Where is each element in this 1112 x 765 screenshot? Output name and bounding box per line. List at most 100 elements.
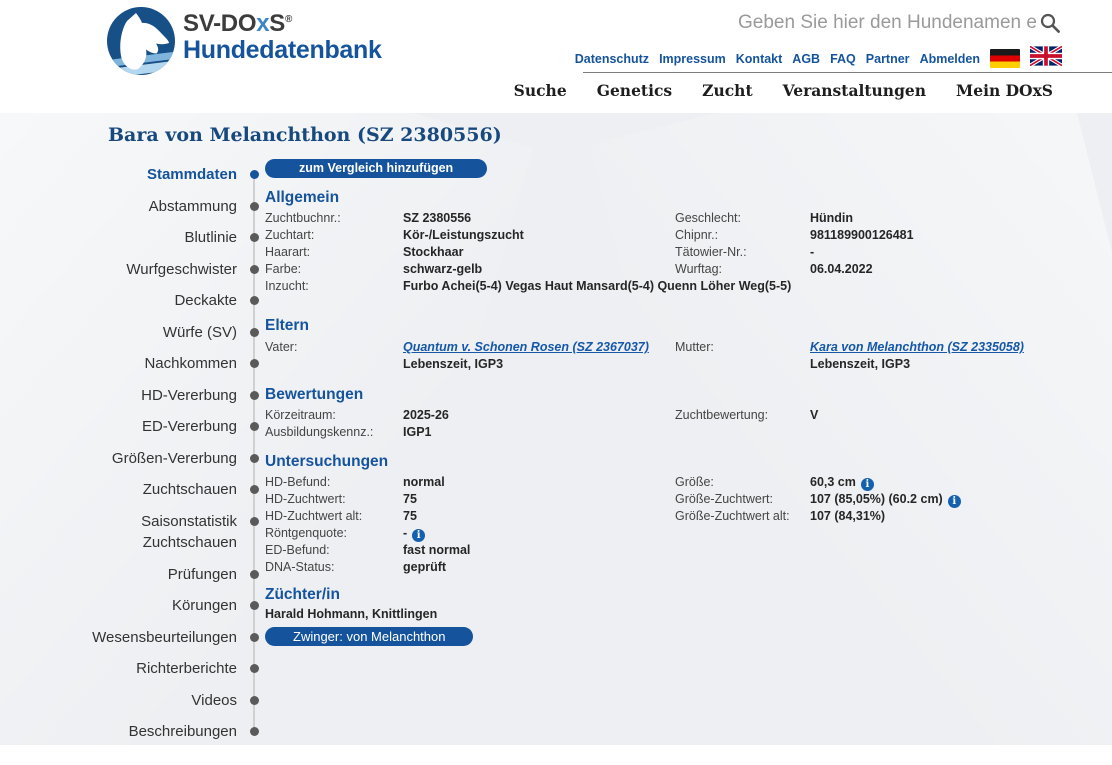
search-icon[interactable] [1040,13,1060,33]
sidebar-dot [250,170,259,180]
header-link-faq[interactable]: FAQ [830,51,856,66]
sidebar-item-label: Saisonstatistik [141,513,237,530]
header-link-partner[interactable]: Partner [865,51,910,66]
field-label: Chipnr.: [675,228,719,242]
header-link-agb[interactable]: AGB [792,51,821,66]
field-value: IGP1 [403,425,432,439]
data-row: ED-Befund: fast normal [265,542,1110,559]
section-title: Eltern [265,317,309,334]
field-value: SZ 2380556 [403,211,472,225]
dog-link[interactable]: Kara von Melanchthon (SZ 2335058) [810,340,1024,354]
registered-mark: ® [284,14,293,25]
nav-item-suche[interactable]: Suche [513,81,567,100]
data-row: HD-Zuchtwert: 75 Größe-Zuchtwert: 107 (85,0… [265,491,1110,508]
sidebar-item-wesensbeurteilungen[interactable]: Wesensbeurteilungen [0,622,259,654]
sidebar-item-wurfgeschwister[interactable]: Wurfgeschwister [0,254,259,286]
sidebar-item-label: Videos [191,691,237,709]
main-column: zum Vergleich hinzufügen Allgemein Zuchtb… [265,159,1110,646]
header-link-datenschutz[interactable]: Datenschutz [574,51,650,66]
data-row: Inzucht: Furbo Achei(5-4) Vegas Haut Mans… [265,278,1110,295]
info-icon[interactable]: i [947,495,961,508]
sidebar-item-körungen[interactable]: Körungen [0,590,259,622]
sidebar-item-label: ED-Vererbung [141,418,237,436]
data-row: Zuchtbuchnr.: SZ 2380556 Geschlecht: Hündin [265,210,1110,227]
data-row: Röntgenquote: - i [265,525,1110,542]
kennel-button[interactable]: Zwinger: von Melanchthon [265,627,474,646]
sidebar-item-blutlinie[interactable]: Blutlinie [0,222,259,254]
british-flag-icon[interactable] [1029,44,1063,71]
sidebar-item-richterberichte[interactable]: Richterberichte [0,653,259,685]
field-value: 75 [403,492,417,506]
sidebar-item-zuchtschauen[interactable]: Zuchtschauen [0,474,259,506]
field-value-cell: - [810,244,1110,261]
field-label: Geschlecht: [675,211,742,225]
field-value-cell: geprüft [403,559,1110,576]
field-label: ED-Befund: [265,543,330,557]
field-value: 2025-26 [403,408,449,422]
section-allgemein: Allgemein Zuchtbuchnr.: SZ 2380556 Geschlec… [265,189,1110,295]
sidebar-item-label: Prüfungen [167,565,237,583]
sidebar-item-abstammung[interactable]: Abstammung [0,191,259,223]
sidebar-dot [250,727,259,737]
sidebar-item-label: Blutlinie [184,229,237,247]
sidebar-item-saisonstatistik-zuchtschauen[interactable]: Saisonstatistik Zuchtschauen [0,506,259,559]
brand-wordmark[interactable]: SV-DOxS® Hundedatenbank [183,11,382,63]
sidebar-item-ed-vererbung[interactable]: ED-Vererbung [0,411,259,443]
dog-link[interactable]: Quantum v. Schonen Rosen (SZ 2367037) [403,340,649,354]
field-value: Hündin [810,211,854,225]
header-link-abmelden[interactable]: Abmelden [919,51,980,66]
sidebar-item-label: Größen-Vererbung [111,449,237,467]
info-icon[interactable]: i [412,529,426,542]
sidebar-item-beschreibungen[interactable]: Beschreibungen [0,716,259,745]
field-value: schwarz-gelb [403,262,483,276]
sidebar-dot [250,485,259,495]
field-value: 107 (85,05%) (60.2 cm) [810,492,943,506]
field-value-cell: IGP1 [403,424,1110,441]
field-value: normal [403,475,445,489]
nav-item-genetics[interactable]: Genetics [596,81,673,100]
sidebar-dot [250,422,259,432]
breeder-name: Harald Hohmann, Knittlingen [265,607,438,621]
sidebar-item-label: Körungen [171,597,237,615]
sidebar-item-label: Richterberichte [136,660,237,678]
field-label: Zuchtart: [265,228,315,242]
search-input[interactable] [738,8,1038,38]
info-icon[interactable]: i [860,478,874,491]
main-nav: Suche Genetics Zucht Veranstaltungen Mein DO… [514,81,1053,100]
field-value: Stockhaar [403,245,464,259]
sidebar-item-label: Wurfgeschwister [126,260,237,278]
field-label: Größe: [675,475,714,489]
sidebar-item-nachkommen[interactable]: Nachkommen [0,348,259,380]
sidebar-item-stammdaten[interactable]: Stammdaten [0,159,259,191]
section-rows: Zuchtbuchnr.: SZ 2380556 Geschlecht: Hündin… [265,210,1110,295]
compare-button[interactable]: zum Vergleich hinzufügen [265,159,488,178]
field-label: HD-Zuchtwert alt: [265,509,363,523]
german-flag-icon[interactable] [990,49,1020,68]
field-value-cell: normal [403,474,675,491]
field-value-cell: -i [403,525,1110,542]
sidebar-item-hd-vererbung[interactable]: HD-Vererbung [0,380,259,412]
header-link-kontakt[interactable]: Kontakt [735,51,783,66]
page-title: Bara von Melanchthon (SZ 2380556) [108,124,502,146]
nav-item-zucht[interactable]: Zucht [702,81,753,100]
field-label: Farbe: [265,262,302,276]
sidebar-item-größen-vererbung[interactable]: Größen-Vererbung [0,443,259,475]
nav-item-veranstaltungen[interactable]: Veranstaltungen [782,81,927,100]
sidebar-item-deckakte[interactable]: Deckakte [0,285,259,317]
dog-logo-icon[interactable] [106,6,176,76]
field-label: Vater: [265,340,298,354]
header-link-impressum[interactable]: Impressum [659,51,726,66]
sidebar-dot [250,264,259,274]
sidebar-item-videos[interactable]: Videos [0,685,259,717]
sidebar-item-würfe-sv[interactable]: Würfe (SV) [0,317,259,349]
field-label: Tätowier-Nr.: [675,245,747,259]
sidebar-item-prüfungen[interactable]: Prüfungen [0,559,259,591]
field-value-cell: Kör-/Leistungszucht [403,227,675,244]
field-label: Mutter: [675,340,714,354]
section-rows: Vater: Quantum v. Schonen Rosen (SZ 23670… [265,339,1110,373]
nav-item-mein-doxs[interactable]: Mein DOxS [956,81,1053,100]
quick-links: Datenschutz Impressum Kontakt AGB FAQ Partner… [574,44,1063,71]
header: SV-DOxS® Hundedatenbank Datenschutz Impre… [0,0,1112,113]
content-area: Bara von Melanchthon (SZ 2380556) Stammd… [0,113,1112,745]
